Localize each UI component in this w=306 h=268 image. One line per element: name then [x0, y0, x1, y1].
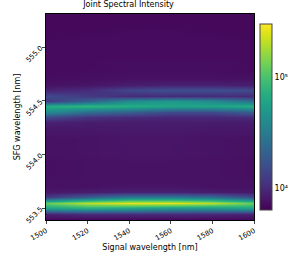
svg-text:Signal wavelength [nm]: Signal wavelength [nm]: [102, 243, 197, 252]
svg-text:1520: 1520: [71, 227, 90, 243]
svg-text:555.0: 555.0: [25, 44, 45, 64]
svg-text:1600: 1600: [237, 227, 256, 243]
svg-text:1500: 1500: [29, 227, 48, 243]
svg-text:554.0: 554.0: [25, 152, 45, 172]
svg-text:SFG wavelength [nm]: SFG wavelength [nm]: [13, 74, 22, 161]
svg-text:1580: 1580: [196, 227, 215, 243]
svg-text:554.5: 554.5: [25, 98, 45, 118]
svg-text:1560: 1560: [154, 227, 173, 243]
svg-text:1540: 1540: [113, 227, 132, 243]
svg-text:10⁵: 10⁵: [275, 73, 288, 82]
svg-text:553.5: 553.5: [25, 205, 45, 225]
svg-text:10⁴: 10⁴: [275, 184, 288, 193]
svg-text:Joint Spectral Intensity: Joint Spectral Intensity: [82, 0, 174, 9]
